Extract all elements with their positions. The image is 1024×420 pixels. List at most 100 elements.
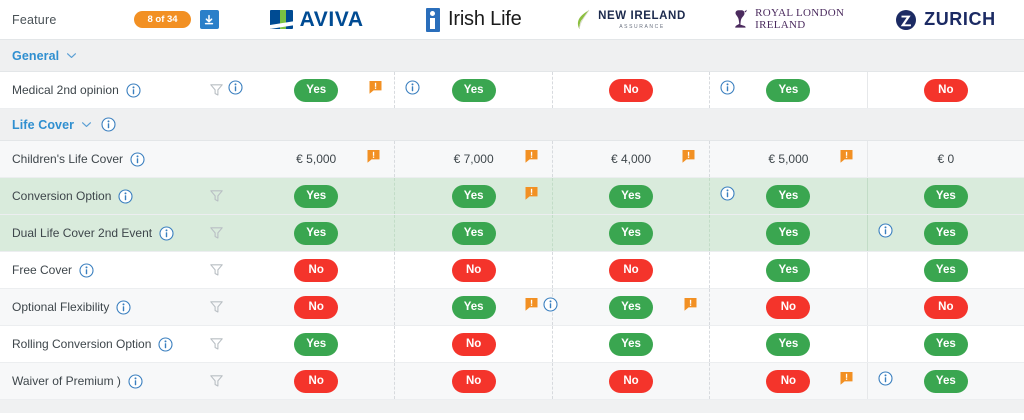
provider-column-new-ireland[interactable]: NEW IRELAND ASSURANCE: [552, 0, 709, 40]
value-pill[interactable]: Yes: [766, 184, 811, 208]
note-flag-icon[interactable]: [524, 297, 539, 313]
value-cell[interactable]: € 7,000: [395, 141, 553, 177]
filter-funnel-icon[interactable]: [209, 374, 224, 389]
info-circle-icon[interactable]: [101, 117, 116, 132]
section-header-general[interactable]: General: [0, 40, 1024, 72]
value-pill[interactable]: Yes: [451, 78, 496, 102]
value-pill[interactable]: No: [451, 258, 496, 282]
value-cell[interactable]: Yes: [710, 72, 868, 108]
value-cell[interactable]: Yes: [710, 252, 868, 288]
value-cell[interactable]: € 5,000: [710, 141, 868, 177]
value-cell[interactable]: Yes: [395, 215, 553, 251]
value-pill[interactable]: Yes: [609, 332, 654, 356]
value-cell[interactable]: No: [395, 363, 553, 399]
value-pill[interactable]: Yes: [766, 78, 811, 102]
value-cell[interactable]: € 4,000: [553, 141, 711, 177]
value-pill[interactable]: No: [923, 78, 968, 102]
value-pill[interactable]: Yes: [923, 258, 968, 282]
value-cell[interactable]: Yes: [868, 215, 1024, 251]
value-cell[interactable]: € 5,000: [238, 141, 396, 177]
value-cell[interactable]: Yes: [395, 289, 553, 325]
info-circle-icon[interactable]: [128, 373, 143, 389]
info-circle-icon[interactable]: [130, 151, 145, 167]
value-pill[interactable]: Yes: [451, 184, 496, 208]
value-pill[interactable]: No: [766, 295, 811, 319]
value-pill[interactable]: Yes: [766, 221, 811, 245]
value-cell[interactable]: Yes: [238, 178, 396, 214]
value-cell[interactable]: € 0: [868, 141, 1024, 177]
info-circle-icon[interactable]: [720, 80, 735, 95]
provider-column-royal-london[interactable]: ROYAL LONDON IRELAND: [710, 0, 867, 40]
value-cell[interactable]: Yes: [868, 326, 1024, 362]
info-circle-icon[interactable]: [878, 223, 893, 238]
value-cell[interactable]: No: [553, 72, 711, 108]
value-pill[interactable]: Yes: [609, 221, 654, 245]
value-cell[interactable]: Yes: [868, 252, 1024, 288]
value-pill[interactable]: No: [766, 369, 811, 393]
info-circle-icon[interactable]: [159, 225, 174, 241]
value-pill[interactable]: Yes: [294, 184, 339, 208]
value-pill[interactable]: No: [609, 78, 654, 102]
value-cell[interactable]: Yes: [710, 178, 868, 214]
value-cell[interactable]: No: [553, 363, 711, 399]
filter-funnel-icon[interactable]: [209, 300, 224, 315]
info-circle-icon[interactable]: [116, 299, 131, 315]
filter-funnel-icon[interactable]: [209, 337, 224, 352]
info-circle-icon[interactable]: [405, 80, 420, 95]
note-flag-icon[interactable]: [683, 297, 698, 313]
note-flag-icon[interactable]: [839, 371, 854, 387]
value-cell[interactable]: Yes: [553, 326, 711, 362]
value-cell[interactable]: Yes: [543, 289, 711, 325]
filter-funnel-icon[interactable]: [209, 83, 224, 98]
value-cell[interactable]: No: [238, 252, 396, 288]
value-cell[interactable]: No: [238, 363, 396, 399]
value-cell[interactable]: Yes: [553, 178, 711, 214]
value-pill[interactable]: Yes: [766, 332, 811, 356]
note-flag-icon[interactable]: [681, 149, 696, 165]
value-cell[interactable]: Yes: [553, 215, 711, 251]
value-pill[interactable]: No: [294, 258, 339, 282]
value-pill[interactable]: Yes: [766, 258, 811, 282]
note-flag-icon[interactable]: [839, 149, 854, 165]
note-flag-icon[interactable]: [366, 149, 381, 165]
value-pill[interactable]: Yes: [609, 184, 654, 208]
value-cell[interactable]: Yes: [710, 326, 868, 362]
provider-column-zurich[interactable]: ZURICH: [867, 0, 1024, 40]
note-flag-icon[interactable]: [368, 80, 383, 96]
value-pill[interactable]: Yes: [609, 295, 654, 319]
info-circle-icon[interactable]: [79, 262, 94, 278]
value-pill[interactable]: No: [923, 295, 968, 319]
note-flag-icon[interactable]: [524, 149, 539, 165]
value-cell[interactable]: Yes: [868, 178, 1024, 214]
value-cell[interactable]: Yes: [868, 363, 1024, 399]
info-circle-icon[interactable]: [158, 336, 173, 352]
value-cell[interactable]: Yes: [228, 72, 396, 108]
value-pill[interactable]: Yes: [294, 78, 339, 102]
filter-funnel-icon[interactable]: [209, 263, 224, 278]
value-cell[interactable]: No: [553, 252, 711, 288]
provider-column-irish-life[interactable]: Irish Life: [395, 0, 552, 40]
value-pill[interactable]: Yes: [294, 332, 339, 356]
info-circle-icon[interactable]: [543, 297, 558, 312]
value-pill[interactable]: Yes: [294, 221, 339, 245]
value-pill[interactable]: Yes: [451, 295, 496, 319]
value-cell[interactable]: No: [868, 72, 1024, 108]
value-pill[interactable]: No: [294, 369, 339, 393]
info-circle-icon[interactable]: [720, 186, 735, 201]
note-flag-icon[interactable]: [524, 186, 539, 202]
value-pill[interactable]: Yes: [923, 184, 968, 208]
value-pill[interactable]: Yes: [923, 369, 968, 393]
value-pill[interactable]: No: [609, 258, 654, 282]
value-pill[interactable]: Yes: [451, 221, 496, 245]
value-cell[interactable]: No: [710, 289, 868, 325]
info-circle-icon[interactable]: [878, 371, 893, 386]
value-cell[interactable]: No: [868, 289, 1024, 325]
filter-funnel-icon[interactable]: [209, 189, 224, 204]
info-circle-icon[interactable]: [118, 188, 133, 204]
filter-funnel-icon[interactable]: [209, 226, 224, 241]
download-button[interactable]: [199, 10, 219, 29]
value-pill[interactable]: No: [451, 332, 496, 356]
chevron-down-icon[interactable]: [81, 119, 92, 130]
info-circle-icon[interactable]: [228, 80, 243, 95]
value-cell[interactable]: No: [710, 363, 868, 399]
